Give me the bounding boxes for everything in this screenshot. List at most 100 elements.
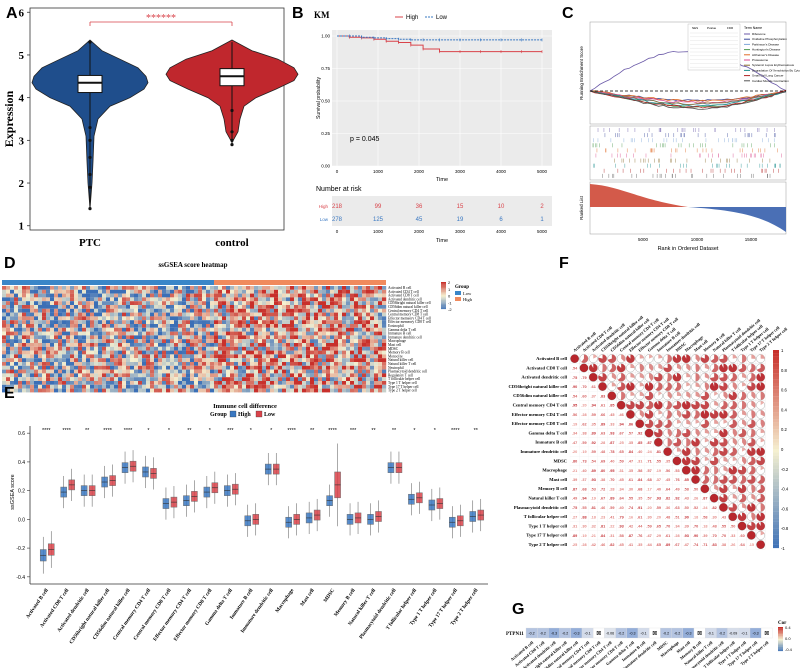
ssgsea-cell — [326, 350, 331, 355]
ssgsea-cell — [50, 365, 55, 370]
ssgsea-cell — [282, 331, 287, 336]
ssgsea-cell — [334, 316, 339, 321]
ssgsea-cell — [342, 350, 347, 355]
ssgsea-cell — [362, 358, 367, 362]
ssgsea-cell — [70, 388, 75, 393]
ssgsea-cell — [338, 369, 343, 374]
ssgsea-cell — [262, 320, 267, 324]
ssgsea-cell — [10, 293, 15, 298]
ssgsea-cell — [90, 365, 95, 370]
ssgsea-cell — [230, 289, 235, 294]
box-significance: ** — [474, 428, 479, 434]
ssgsea-cell — [370, 324, 375, 328]
corr-row-label: Activated dendritic cell — [521, 375, 567, 380]
ssgsea-cell — [34, 305, 39, 309]
ssgsea-cell — [182, 362, 187, 366]
ssgsea-cell — [10, 365, 15, 370]
box-significance: ** — [371, 428, 376, 434]
ssgsea-cell — [42, 327, 47, 332]
ssgsea-cell — [238, 301, 243, 305]
gsea-xtick-15000: 15000 — [745, 237, 758, 242]
ssgsea-cell — [374, 388, 379, 393]
ssgsea-cell — [66, 369, 71, 374]
violin-outlier — [230, 108, 234, 113]
ssgsea-cell — [82, 308, 87, 313]
ssgsea-cell — [202, 362, 207, 366]
ssgsea-cell — [46, 324, 51, 328]
ssgsea-cell — [30, 377, 35, 381]
ssgsea-cell — [138, 381, 143, 385]
ssgsea-cell — [210, 362, 215, 366]
corr-value: .94 — [581, 497, 587, 501]
ssgsea-cell — [338, 377, 343, 381]
ssgsea-cell — [58, 369, 63, 374]
ssgsea-cell — [266, 362, 271, 366]
ssgsea-cell — [342, 362, 347, 366]
ssgsea-cell — [202, 286, 207, 290]
ssgsea-cell — [274, 305, 279, 309]
corr-pie — [639, 382, 644, 387]
ssgsea-cell — [358, 316, 363, 321]
risk-xtick-label: 3000 — [455, 229, 466, 234]
ssgsea-cell — [170, 381, 175, 385]
ssgsea-cell — [334, 339, 339, 343]
ssgsea-cell — [98, 331, 103, 336]
ssgsea-cell — [374, 381, 379, 385]
ssgsea-cell — [94, 335, 99, 340]
ssgsea-cell — [2, 350, 7, 355]
ssgsea-cell — [14, 388, 19, 393]
ssgsea-cell — [154, 335, 159, 340]
ssgsea-cell — [74, 384, 79, 389]
corr-scale-step — [773, 511, 779, 516]
ssgsea-cell — [326, 320, 331, 324]
corr-pie — [757, 475, 765, 484]
ssgsea-cell — [78, 343, 83, 347]
g-scale-step — [778, 648, 783, 650]
ssgsea-cell — [74, 388, 79, 393]
risk-value: 2 — [540, 204, 544, 210]
corr-scale-step — [773, 544, 779, 549]
ssgsea-cell — [110, 346, 115, 351]
ssgsea-cell — [46, 286, 51, 290]
corr-value: .61 — [637, 515, 642, 519]
ssgsea-cell — [158, 305, 163, 309]
ssgsea-cell — [246, 358, 251, 362]
ssgsea-cell — [266, 305, 271, 309]
ssgsea-cell — [158, 388, 163, 393]
risk-xtick-label: 5000 — [537, 229, 548, 234]
ssgsea-cell — [38, 331, 43, 336]
ssgsea-cell — [34, 373, 39, 378]
ssgsea-cell — [254, 327, 259, 332]
ssgsea-cell — [270, 297, 275, 302]
g-cell-value: -0.1 — [640, 632, 646, 636]
ssgsea-cell — [90, 289, 95, 294]
ssgsea-cell — [310, 346, 315, 351]
risk-table-area — [332, 196, 552, 226]
ssgsea-cell — [362, 324, 367, 328]
ssgsea-cell — [302, 305, 307, 309]
corr-row-label: Effector memory CD8 T cell — [512, 421, 568, 426]
corr-pie — [691, 438, 700, 447]
ssgsea-cell — [18, 377, 23, 381]
ssgsea-cell — [266, 365, 271, 370]
ssgsea-cell — [146, 381, 151, 385]
ssgsea-cell — [154, 354, 159, 359]
ssgsea-cell — [214, 377, 219, 381]
ssgsea-cell — [198, 301, 203, 305]
corr-pie — [611, 382, 617, 387]
ssgsea-cell — [342, 320, 347, 324]
ssgsea-cell — [226, 297, 231, 302]
corr-scale-step — [773, 379, 779, 384]
ssgsea-cell — [274, 286, 279, 290]
ssgsea-cell — [298, 293, 303, 298]
ssgsea-cell — [194, 369, 199, 374]
ssgsea-cell — [174, 327, 179, 332]
ssgsea-cell — [38, 324, 43, 328]
corr-value: .35 — [665, 459, 670, 463]
ssgsea-cell — [178, 289, 183, 294]
ssgsea-cell — [2, 343, 7, 347]
corr-pie — [639, 363, 644, 373]
ssgsea-cell — [354, 381, 359, 385]
ssgsea-cell — [282, 286, 287, 290]
corr-value: .68 — [637, 487, 642, 491]
